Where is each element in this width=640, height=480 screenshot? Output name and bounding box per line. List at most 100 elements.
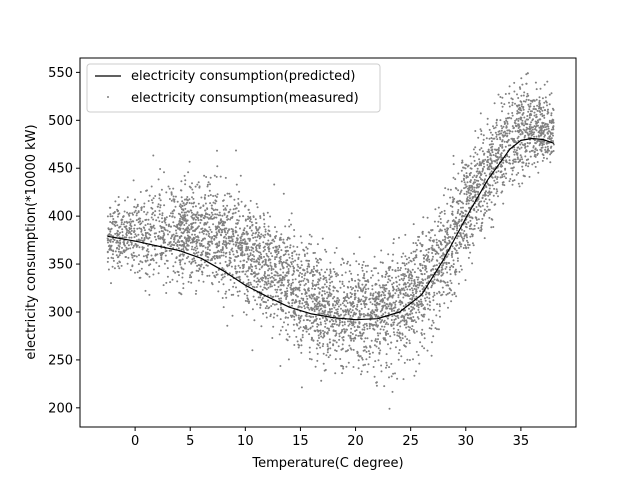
measured-point (413, 281, 416, 283)
measured-point (525, 149, 528, 152)
measured-point (316, 339, 319, 342)
measured-point (130, 229, 133, 232)
measured-point (288, 264, 291, 267)
measured-point (440, 269, 443, 271)
measured-point (420, 269, 422, 272)
measured-point (246, 218, 249, 221)
measured-point (242, 239, 245, 242)
measured-point (503, 103, 506, 106)
measured-point (492, 194, 495, 197)
measured-point (140, 230, 143, 233)
measured-point (183, 237, 186, 239)
measured-point (265, 263, 268, 266)
measured-point (302, 279, 305, 282)
measured-point (315, 257, 317, 260)
measured-point (243, 227, 246, 230)
measured-point (286, 292, 288, 295)
measured-point (384, 338, 387, 341)
measured-point (256, 273, 259, 276)
measured-point (547, 137, 549, 140)
measured-point (194, 205, 197, 208)
measured-point (538, 130, 541, 133)
measured-point (425, 249, 428, 252)
measured-point (477, 186, 480, 189)
measured-point (249, 252, 252, 255)
measured-point (505, 125, 508, 128)
measured-point (259, 285, 262, 288)
measured-point (320, 307, 323, 310)
measured-point (225, 208, 227, 211)
measured-point (357, 334, 360, 337)
measured-point (302, 268, 305, 271)
measured-point (196, 238, 198, 241)
measured-point (196, 183, 199, 186)
measured-point (454, 268, 457, 271)
measured-point (216, 208, 219, 211)
measured-point (539, 87, 542, 90)
measured-point (469, 197, 471, 200)
measured-point (203, 197, 206, 200)
measured-point (163, 220, 166, 223)
measured-point (130, 236, 133, 239)
measured-point (539, 113, 542, 116)
measured-point (151, 213, 154, 216)
measured-point (542, 156, 545, 159)
measured-point (517, 108, 520, 111)
measured-point (481, 217, 484, 220)
measured-point (329, 320, 331, 323)
measured-point (196, 264, 199, 267)
measured-point (460, 161, 463, 164)
measured-point (520, 105, 523, 108)
measured-point (450, 252, 453, 255)
measured-point (447, 253, 450, 256)
measured-point (451, 237, 454, 240)
measured-point (446, 233, 449, 236)
measured-point (471, 188, 474, 190)
measured-point (182, 227, 185, 230)
measured-point (368, 314, 371, 317)
measured-point (394, 303, 397, 306)
measured-point (216, 251, 219, 254)
measured-point (335, 320, 338, 323)
measured-point (370, 314, 373, 317)
measured-point (168, 215, 171, 217)
measured-point (453, 197, 456, 200)
measured-point (323, 290, 326, 293)
measured-point (136, 227, 139, 230)
measured-point (197, 181, 200, 184)
measured-point (459, 243, 462, 246)
measured-point (374, 339, 377, 342)
measured-point (412, 284, 415, 287)
measured-point (352, 315, 354, 317)
measured-point (430, 341, 433, 344)
measured-point (316, 359, 319, 362)
measured-point (328, 278, 331, 281)
measured-point (284, 290, 286, 293)
measured-point (273, 312, 276, 315)
measured-point (422, 315, 425, 318)
measured-point (308, 315, 311, 318)
measured-point (190, 248, 193, 251)
measured-point (546, 157, 548, 160)
measured-point (354, 330, 357, 332)
measured-point (392, 253, 395, 256)
measured-point (428, 297, 431, 300)
measured-point (163, 204, 166, 207)
measured-point (164, 250, 167, 253)
measured-point (381, 325, 383, 328)
measured-point (247, 237, 250, 240)
measured-point (396, 377, 399, 380)
measured-point (481, 197, 484, 200)
measured-point (475, 210, 478, 213)
measured-point (511, 112, 514, 114)
measured-point (276, 272, 279, 275)
measured-point (200, 251, 203, 254)
measured-point (300, 241, 303, 244)
measured-point (249, 281, 252, 284)
measured-point (147, 237, 150, 240)
measured-point (232, 208, 235, 211)
measured-point (285, 274, 288, 277)
measured-point (472, 155, 475, 158)
measured-point (146, 189, 148, 192)
measured-point (285, 271, 288, 274)
